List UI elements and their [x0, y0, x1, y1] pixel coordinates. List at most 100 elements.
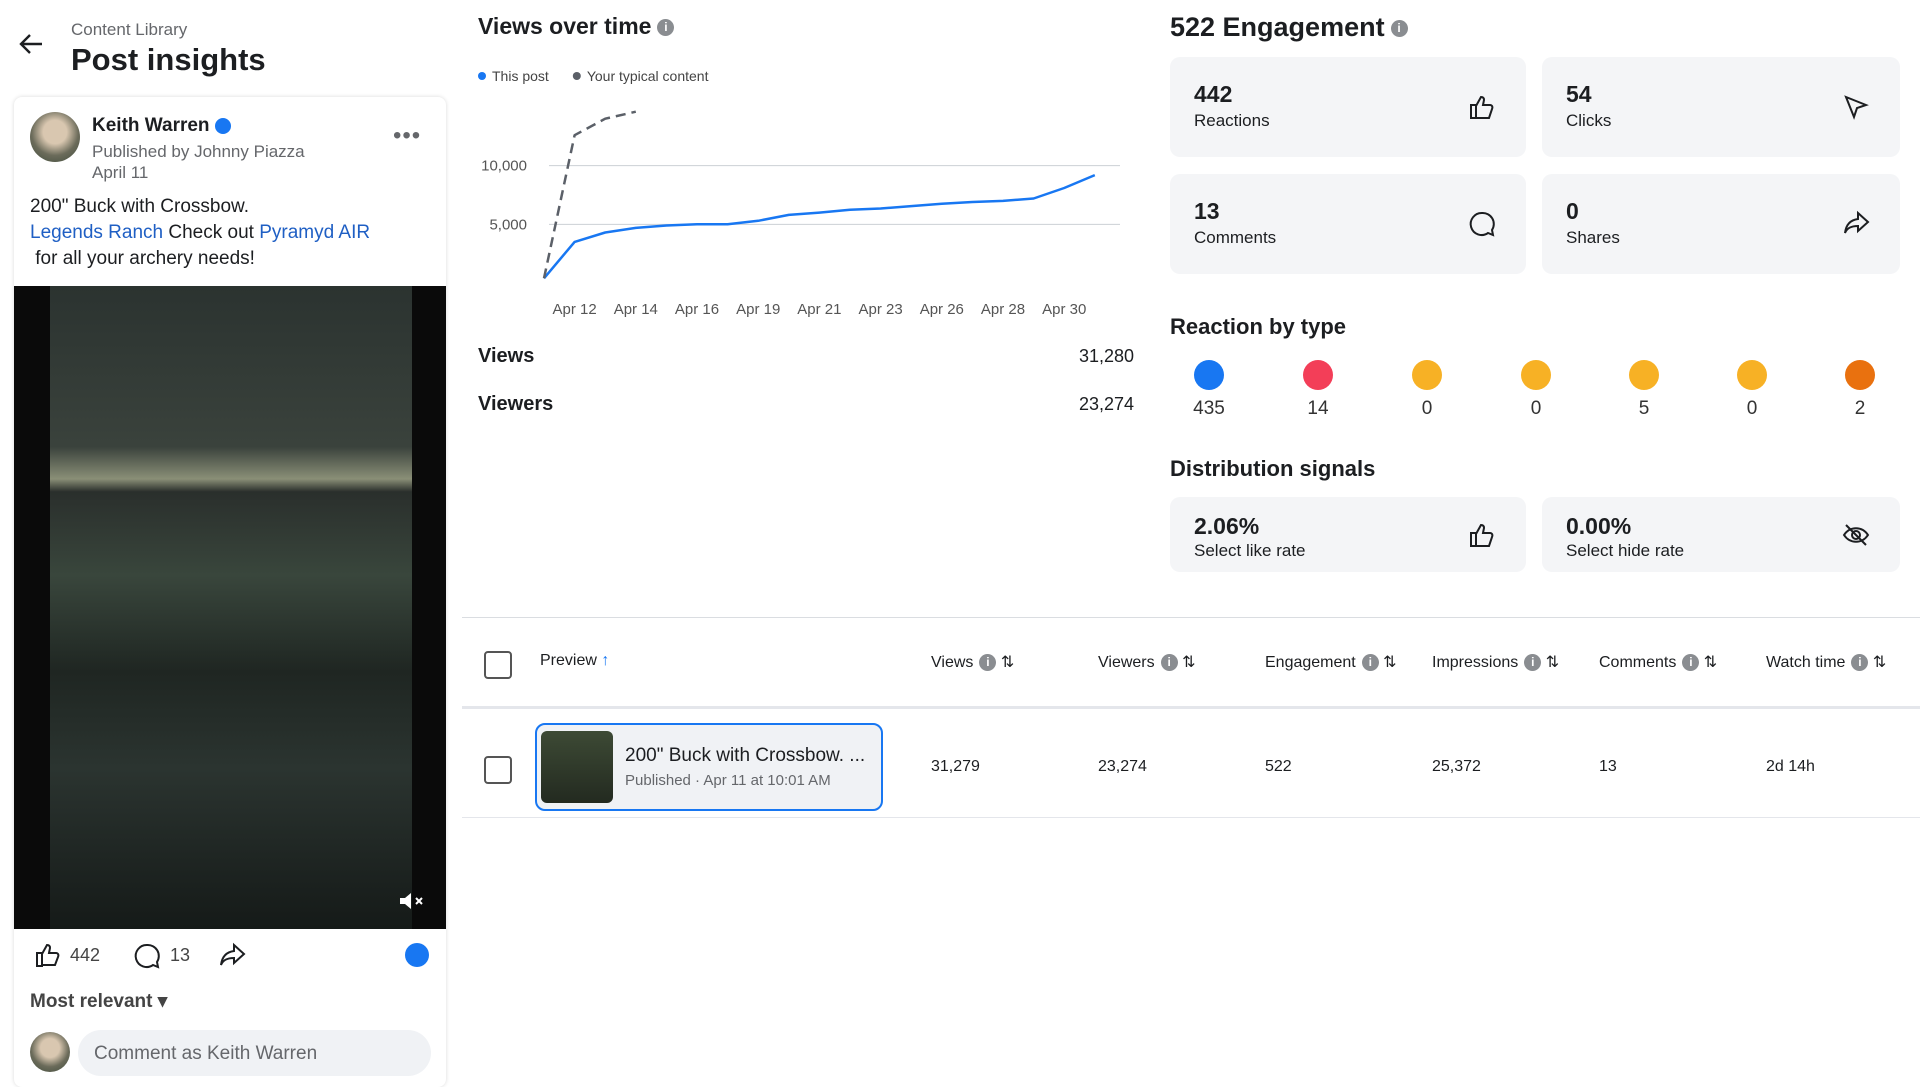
summary-value: 31,280: [1078, 346, 1134, 366]
table-cell: 23,274: [1098, 758, 1147, 775]
signal-label: Select like rate: [1194, 541, 1306, 560]
comment-icon[interactable]: [133, 942, 161, 970]
signal-value: 0.00%: [1566, 513, 1632, 539]
reaction-count: 0: [1746, 398, 1758, 419]
column-header[interactable]: Viewers i ⇅: [1098, 654, 1196, 672]
signal-card: 2.06% Select like rate: [1170, 497, 1526, 572]
wow-emoji: [1629, 360, 1659, 390]
checkbox[interactable]: [484, 756, 512, 784]
x-tick-label: Apr 23: [858, 301, 902, 318]
y-tick-label: 5,000: [489, 216, 527, 233]
sort-dropdown[interactable]: Most relevant ▾: [30, 991, 168, 1012]
x-tick-label: Apr 16: [675, 301, 719, 318]
column-header[interactable]: Impressions i ⇅: [1432, 654, 1560, 672]
reaction-count: 2: [1854, 398, 1866, 419]
avatar: [30, 1032, 70, 1072]
column-header[interactable]: Watch time i ⇅: [1766, 654, 1887, 672]
column-header[interactable]: Preview ↑: [540, 652, 610, 669]
metric-card: 13 Comments: [1170, 174, 1526, 274]
x-tick-label: Apr 21: [797, 301, 841, 318]
reaction-count: 0: [1421, 398, 1433, 419]
reaction-count: 442: [70, 945, 101, 965]
metric-card: 442 Reactions: [1170, 57, 1526, 157]
x-tick-label: Apr 28: [981, 301, 1025, 318]
metric-value: 54: [1566, 81, 1592, 107]
table-cell: 25,372: [1432, 758, 1481, 775]
table-cell: 522: [1265, 758, 1292, 775]
column-header[interactable]: Views i ⇅: [931, 654, 1015, 672]
column-header[interactable]: Comments i ⇅: [1599, 654, 1718, 672]
row-divider: [462, 817, 1920, 818]
info-icon[interactable]: i: [1390, 20, 1408, 38]
breadcrumb[interactable]: Content Library: [71, 20, 188, 39]
metric-card: 0 Shares: [1542, 174, 1900, 274]
more-button[interactable]: •••: [393, 122, 422, 149]
cursor-icon: [1844, 95, 1869, 120]
post-date: April 11: [92, 163, 149, 182]
info-icon[interactable]: i: [657, 19, 675, 37]
column-header[interactable]: Engagement i ⇅: [1265, 654, 1397, 672]
header-text[interactable]: Engagement: [1265, 654, 1356, 671]
reaction-count: 5: [1638, 398, 1650, 419]
section-title: Reaction by type: [1170, 314, 1347, 339]
published-by: Published by Johnny Piazza: [92, 142, 305, 161]
chart-title-text: Views over time: [478, 13, 652, 39]
divider: [462, 617, 1920, 618]
post-text: 200" Buck with Crossbow. Legends Ranch Ch…: [30, 194, 430, 272]
share-icon[interactable]: [218, 942, 246, 968]
author-name[interactable]: Keith Warren: [92, 115, 210, 136]
video-frame: [50, 286, 412, 929]
header-text[interactable]: Preview: [540, 652, 597, 669]
y-tick-label: 10,000: [481, 158, 527, 175]
header-text[interactable]: Viewers: [1098, 654, 1155, 671]
series-line: [543, 173, 1096, 280]
text: 200" Buck with Crossbow.: [30, 196, 250, 217]
reaction-types: [1194, 360, 1875, 390]
header-divider: [462, 706, 1920, 709]
header-text[interactable]: Watch time: [1766, 654, 1846, 671]
legend-label: This post: [492, 68, 549, 84]
x-tick-label: Apr 26: [920, 301, 964, 318]
metric-label: Comments: [1194, 228, 1277, 247]
link[interactable]: Pyramyd AIR: [259, 222, 371, 243]
link[interactable]: Legends Ranch: [30, 222, 164, 243]
table-cell: 2d 14h: [1766, 758, 1815, 775]
reaction-count: 435: [1193, 398, 1225, 419]
signal-label: Select hide rate: [1566, 541, 1685, 560]
metric-label: Clicks: [1566, 111, 1612, 130]
header-text[interactable]: Comments: [1599, 654, 1677, 671]
haha-emoji: [1521, 360, 1551, 390]
comment-icon: [1469, 211, 1495, 237]
x-tick-label: Apr 14: [614, 301, 658, 318]
back-button[interactable]: [18, 32, 44, 56]
angry-emoji: [1845, 360, 1875, 390]
author[interactable]: Keith Warren: [92, 115, 231, 137]
x-tick-label: Apr 12: [552, 301, 596, 318]
avatar: [30, 112, 80, 162]
metric-label: Reactions: [1194, 111, 1270, 130]
metric-label: Shares: [1566, 228, 1620, 247]
like-icon[interactable]: [34, 942, 60, 968]
legend-label: Your typical content: [587, 68, 709, 84]
mute-icon[interactable]: [398, 890, 426, 912]
thumbnail: [541, 731, 613, 803]
reaction-count: 14: [1307, 398, 1329, 419]
sad-emoji: [1737, 360, 1767, 390]
preview-cell[interactable]: 200" Buck with Crossbow. ... Published ·…: [535, 723, 883, 811]
comment-box[interactable]: Comment as Keith Warren: [78, 1030, 431, 1076]
video[interactable]: [14, 286, 446, 929]
signal-card: 0.00% Select hide rate: [1542, 497, 1900, 572]
header-text[interactable]: Views: [931, 654, 974, 671]
preview-meta: Published · Apr 11 at 10:01 AM: [625, 772, 831, 789]
sort-label[interactable]: Most relevant: [30, 991, 153, 1012]
checkbox[interactable]: [484, 651, 512, 679]
legend-dot: [572, 72, 581, 80]
preview-title: 200" Buck with Crossbow. ...: [625, 745, 866, 766]
love-emoji: [1303, 360, 1333, 390]
care-emoji: [1412, 360, 1442, 390]
engagement-title: 522 Engagement i: [1170, 12, 1408, 43]
metric-value: 442: [1194, 81, 1233, 107]
metric-card: 54 Clicks: [1542, 57, 1900, 157]
header-text[interactable]: Impressions: [1432, 654, 1519, 671]
table-cell: 31,279: [931, 758, 980, 775]
